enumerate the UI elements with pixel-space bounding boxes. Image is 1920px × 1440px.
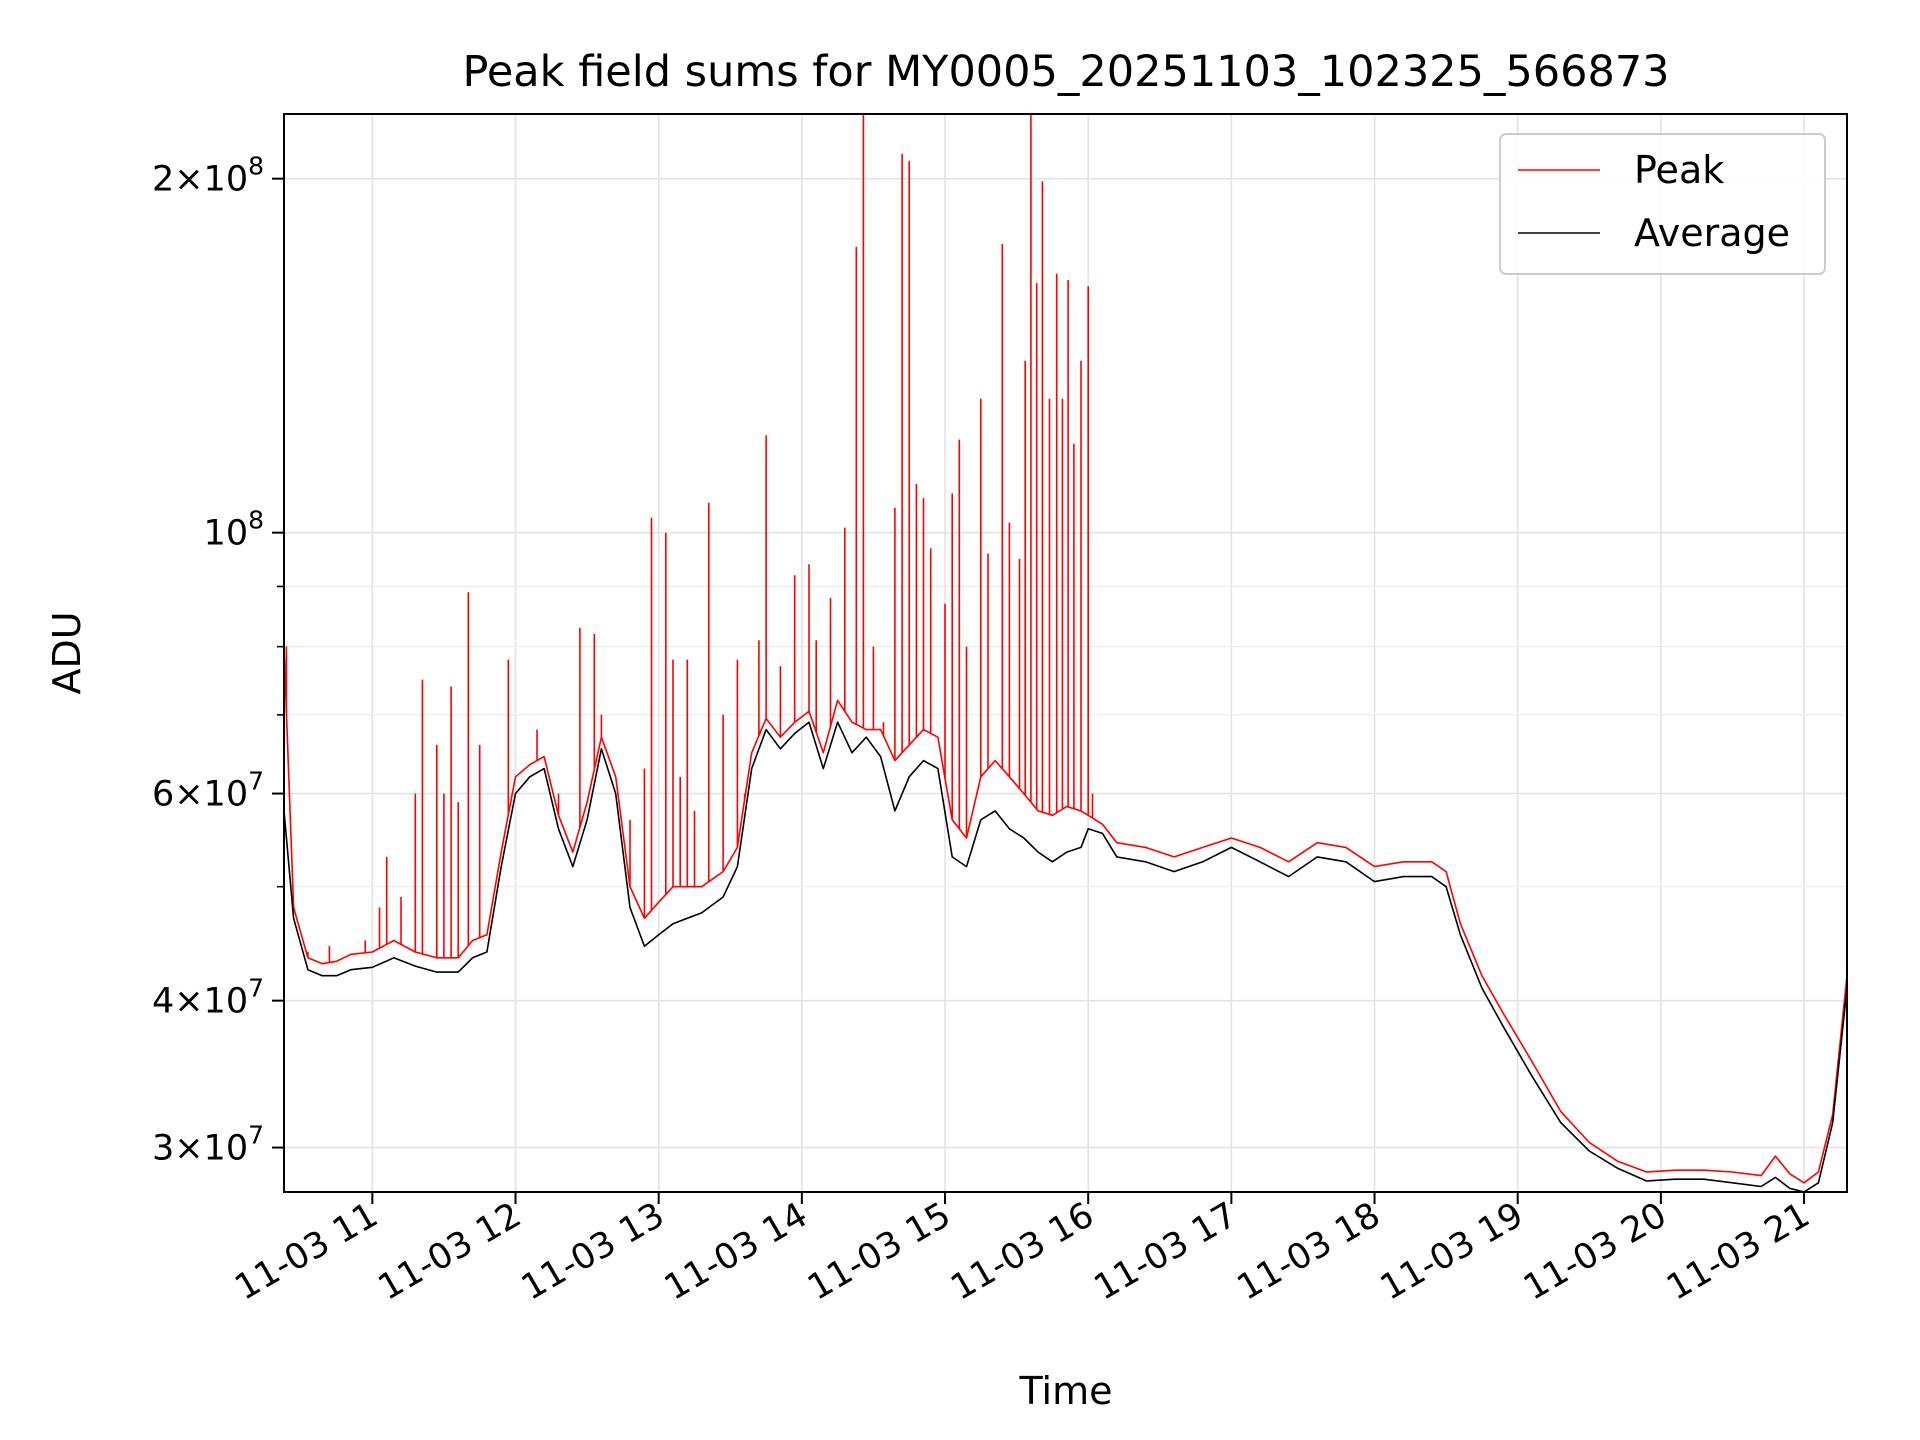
chart-title: Peak field sums for MY0005_20251103_1023… — [462, 47, 1669, 97]
legend-average-label: Average — [1634, 211, 1790, 255]
legend: Peak Average — [1499, 133, 1826, 275]
average-series-line — [284, 721, 1847, 1192]
series-clip-group — [284, 114, 1847, 1192]
y-axis-label: ADU — [45, 611, 89, 694]
legend-box — [1499, 133, 1826, 275]
y-tick-label: 4×107 — [152, 974, 264, 1022]
legend-peak-label: Peak — [1634, 148, 1724, 192]
y-tick-label: 2×108 — [152, 152, 264, 200]
y-tick-label: 3×107 — [152, 1121, 264, 1169]
series-layer — [284, 114, 1847, 1192]
peak-series-line — [284, 646, 1847, 1184]
y-tick-label: 6×107 — [152, 767, 264, 815]
plot-frame — [283, 113, 1848, 1193]
y-tick-label: 108 — [204, 506, 264, 554]
grid — [284, 114, 1847, 1192]
x-axis-label: Time — [1019, 1369, 1113, 1413]
